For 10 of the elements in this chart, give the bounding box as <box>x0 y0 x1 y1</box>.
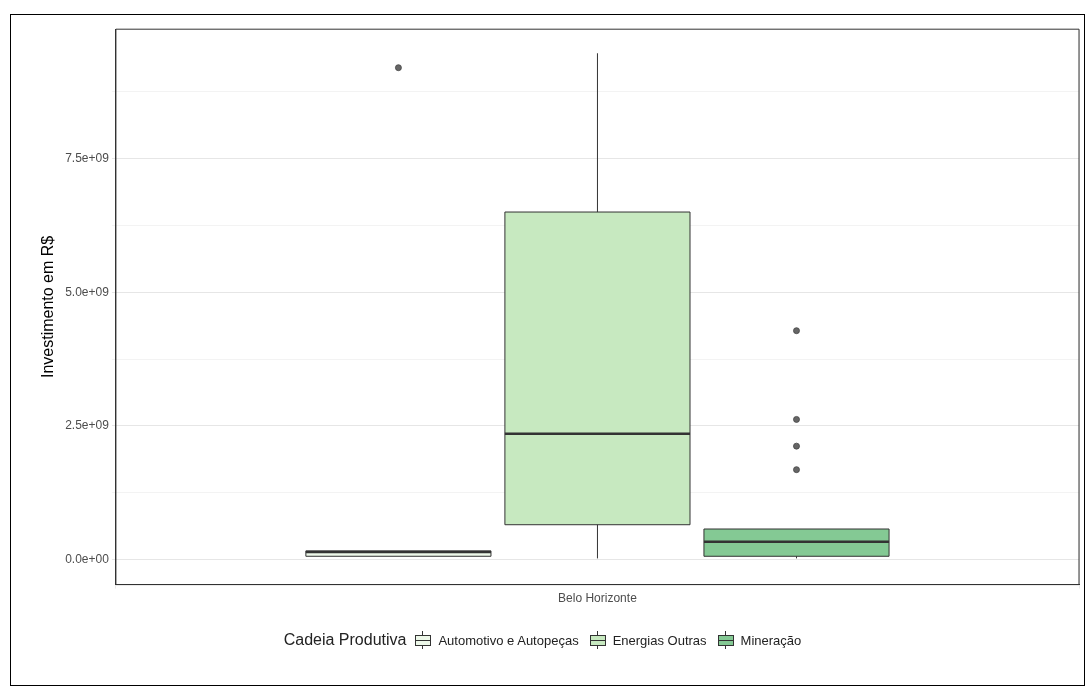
y-tick-label: 7.5e+09 <box>65 150 110 165</box>
y-axis-title: Investimento em R$ <box>39 235 57 379</box>
legend-label: Energias Outras <box>612 632 707 648</box>
x-tick-label: Belo Horizonte <box>558 591 638 606</box>
y-tick-label: 5.0e+09 <box>65 284 110 299</box>
legend-title: Cadeia Produtiva <box>283 631 407 649</box>
y-tick-label: 0.0e+00 <box>65 551 110 566</box>
y-tick-label: 2.5e+09 <box>65 418 110 433</box>
legend-label: Automotivo e Autopeças <box>438 632 579 648</box>
legend-label: Mineração <box>740 632 802 648</box>
